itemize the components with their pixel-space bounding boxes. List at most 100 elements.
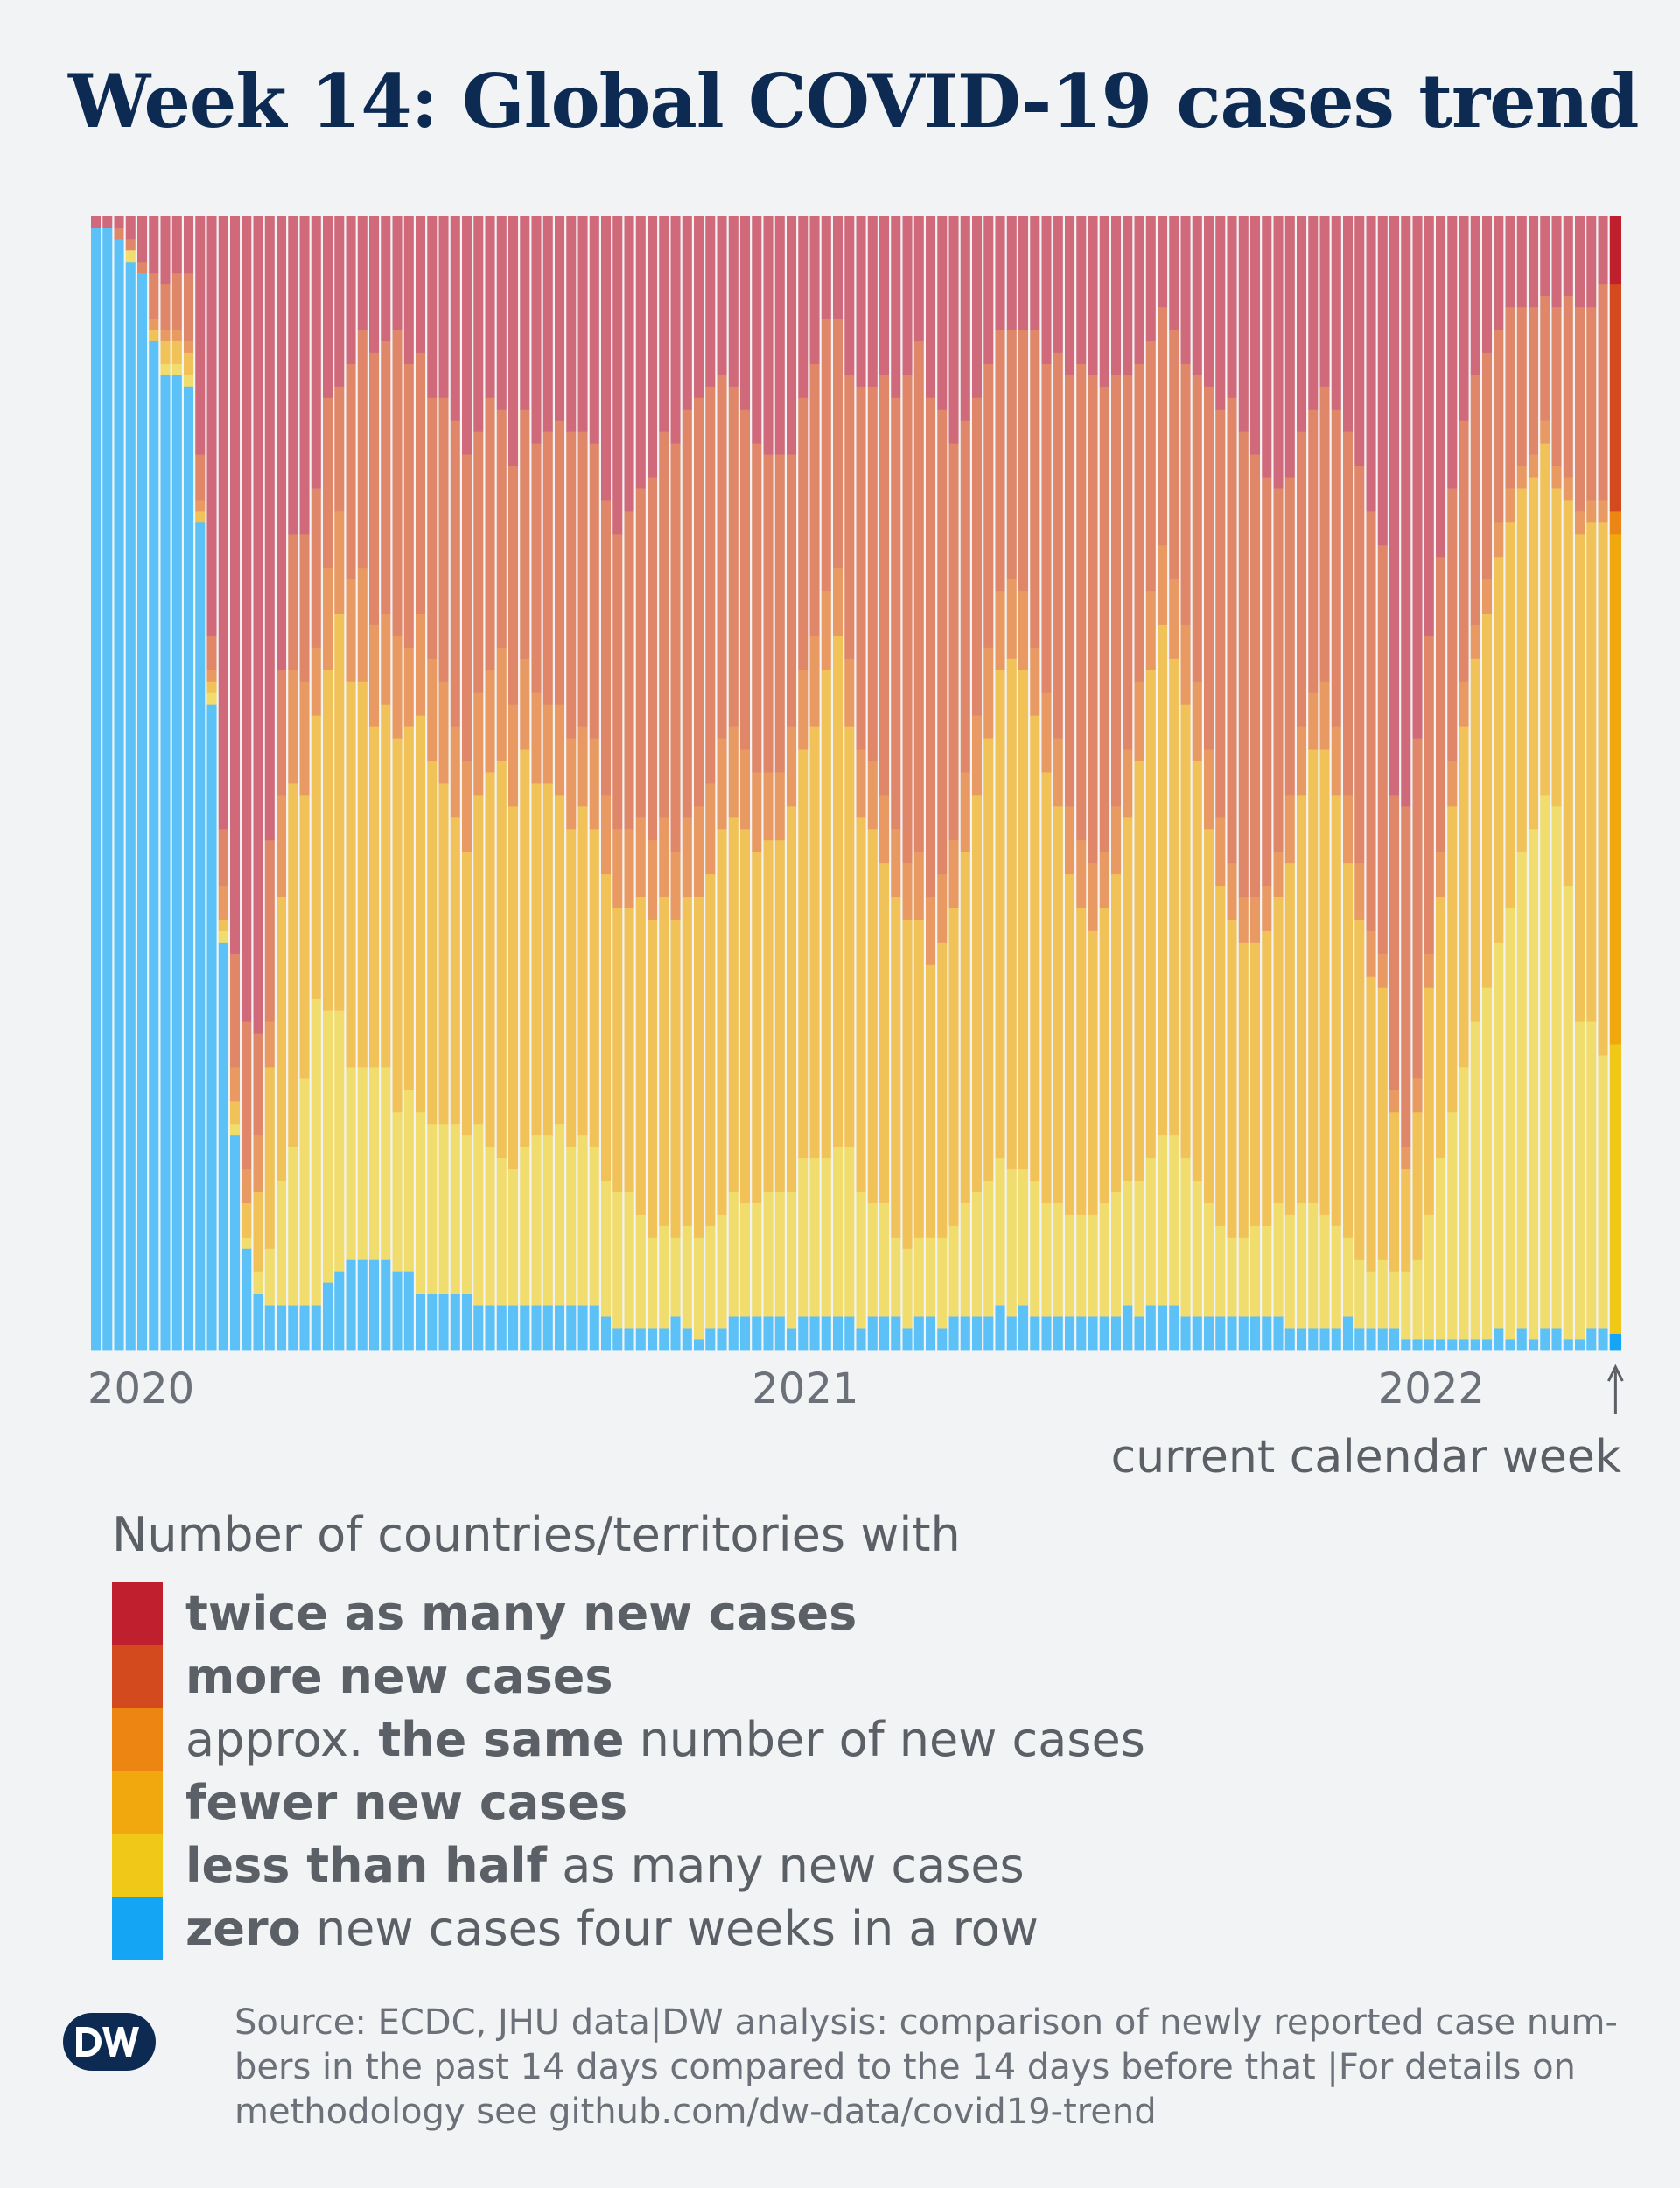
bar-segment-same (299, 681, 310, 796)
bar-segment-more (578, 431, 588, 727)
bar-segment-zero (937, 1328, 948, 1351)
bar-segment-fewer (1297, 794, 1307, 1203)
bar-segment-twice (809, 216, 820, 364)
bar-segment-twice (91, 216, 102, 228)
bar-segment-less-half (288, 1146, 298, 1306)
bar-segment-more (1065, 375, 1075, 807)
bar-segment-twice (1320, 216, 1330, 387)
bar-segment-twice (728, 216, 738, 387)
bar-segment-fewer (1424, 987, 1434, 1215)
bar-segment-twice (972, 216, 983, 398)
bar-segment-fewer (288, 783, 298, 1147)
bar-segment-twice (369, 216, 380, 353)
bar-segment-fewer (1018, 670, 1029, 1170)
bar-segment-fewer (276, 896, 287, 1181)
bar-segment-fewer (1053, 805, 1063, 1203)
bar-segment-zero (1366, 1328, 1376, 1351)
bar-segment-less-half (450, 1123, 460, 1294)
bar-segment-same (218, 885, 228, 920)
bar-segment-fewer (450, 817, 460, 1125)
bar-segment-less-half (438, 1123, 449, 1294)
bar-segment-twice (1169, 216, 1180, 330)
bar-segment-twice (242, 216, 252, 1022)
bar-segment-less-half (1088, 1214, 1098, 1317)
bar-segment-twice (995, 216, 1005, 330)
bar-segment-more (1436, 556, 1446, 852)
bar-segment-twice (311, 216, 321, 489)
bar-segment-zero (960, 1316, 970, 1351)
bar-segment-fewer (1065, 873, 1075, 1215)
bar-segment-twice (1563, 216, 1573, 297)
bar-segment-more (1540, 295, 1550, 421)
bar-segment-zero (206, 704, 217, 1351)
bar-segment-fewer (1099, 908, 1110, 1203)
bar-segment-zero (752, 1316, 762, 1351)
bar-segment-more (1076, 363, 1087, 841)
bar-segment-fewer (1250, 942, 1261, 1226)
bar-segment-twice (264, 216, 275, 841)
bar-segment-more (856, 386, 866, 750)
bar-segment-more (891, 397, 901, 830)
bar-segment-less-half (253, 1271, 263, 1294)
bar-segment-zero (1551, 1328, 1562, 1351)
bar-segment-same (1459, 681, 1469, 727)
bar-segment-twice (1030, 216, 1040, 330)
bar-segment-less-half (844, 1146, 855, 1317)
bar-segment-more (1297, 431, 1307, 727)
bar-segment-less-half (694, 1237, 704, 1340)
bar-segment-zero (833, 1316, 844, 1351)
bar-segment-fewer (960, 851, 970, 1203)
bar-segment-less-half (879, 1203, 890, 1317)
bar-segment-less-half (624, 1191, 634, 1329)
bar-segment-fewer (902, 919, 913, 1249)
bar-segment-twice (659, 216, 669, 432)
bar-segment-less-half (218, 930, 228, 943)
bar-segment-twice (1227, 216, 1237, 398)
bar-segment-fewer (438, 783, 449, 1125)
bar-segment-less-half (752, 1203, 762, 1317)
bar-segment-fewer (1169, 658, 1180, 1136)
bar-segment-zero (160, 375, 171, 1351)
bar-segment-twice (102, 216, 113, 228)
bar-segment-same (1598, 500, 1608, 523)
bar-segment-twice (937, 216, 948, 410)
bar-segment-less-half (612, 1191, 623, 1329)
bar-segment-more (1088, 375, 1098, 864)
bar-segment-more (149, 272, 159, 319)
bar-segment-zero (1158, 1305, 1168, 1351)
bar-segment-more (1284, 477, 1295, 796)
bar-segment-less-half (1551, 805, 1562, 1329)
bar-segment-less-half (1145, 1157, 1156, 1306)
bar-segment-fewer (206, 681, 217, 693)
bar-segment-zero (995, 1305, 1005, 1351)
bar-segment-fewer (1366, 976, 1376, 1272)
bar-segment-zero (740, 1316, 751, 1351)
bar-segment-same (1018, 590, 1029, 670)
bar-segment-more (1158, 306, 1168, 546)
bar-segment-more (1006, 329, 1017, 580)
bar-segment-twice (392, 216, 402, 330)
bar-segment-same (1343, 794, 1354, 864)
bar-segment-less-half (1204, 1203, 1214, 1317)
bar-segment-same (230, 1067, 241, 1102)
bar-segment-fewer (160, 340, 171, 364)
bar-segment-less-half (972, 1191, 983, 1317)
bar-segment-more (438, 397, 449, 682)
bar-segment-fewer (566, 828, 577, 1147)
bar-segment-zero (809, 1316, 820, 1351)
bar-segment-twice (960, 216, 970, 421)
bar-segment-fewer (1563, 500, 1573, 887)
bar-segment-zero (288, 1305, 298, 1351)
bar-segment-zero (844, 1316, 855, 1351)
bar-segment-twice (357, 216, 368, 330)
bar-segment-zero (555, 1305, 565, 1351)
bar-segment-more (1030, 329, 1040, 648)
bar-segment-fewer (1320, 749, 1330, 1215)
bar-segment-twice (1401, 216, 1411, 807)
bar-segment-zero (612, 1328, 623, 1351)
bar-segment-twice (635, 216, 646, 489)
bar-segment-fewer (1238, 942, 1249, 1238)
current-week-annotation: current calendar week (1110, 1431, 1621, 1483)
bar-segment-more (833, 318, 844, 569)
bar-segment-twice (1494, 216, 1504, 330)
